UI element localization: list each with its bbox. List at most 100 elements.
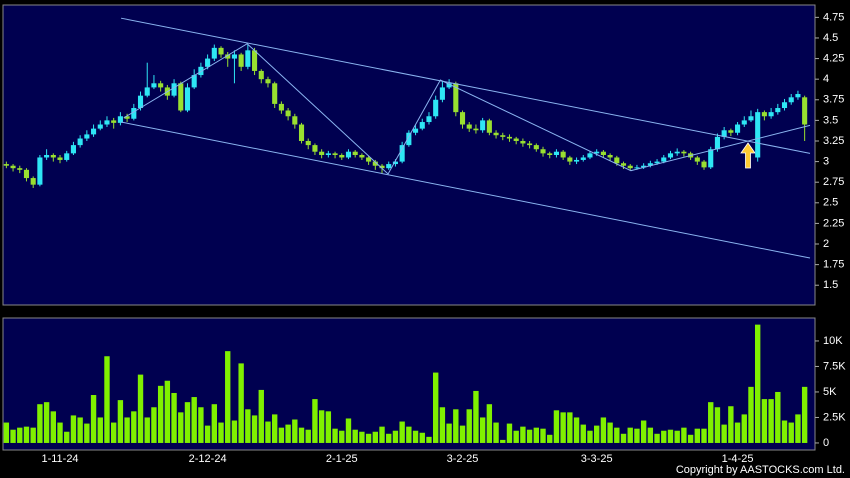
candle-body [781, 102, 788, 109]
candle-body [117, 116, 123, 123]
volume-bar [365, 433, 372, 443]
candle-body [64, 153, 70, 160]
volume-bar [178, 412, 184, 443]
candle-body [158, 83, 164, 88]
volume-bar [144, 417, 150, 443]
volume-bar [795, 414, 801, 443]
x-tick-label: 3-2-25 [447, 453, 479, 465]
candle-body [547, 153, 553, 155]
volume-bar [10, 429, 16, 443]
candle-body [298, 124, 305, 141]
trend-line [120, 17, 811, 154]
candle-body [205, 58, 211, 67]
candle-body [84, 134, 90, 139]
volume-bar [714, 407, 721, 443]
candle-body [567, 157, 573, 162]
candle-body [339, 155, 345, 158]
candle-body [614, 157, 620, 164]
y2-tick-label: 10K [823, 335, 843, 347]
y-tick-label: 4 [823, 73, 829, 85]
candle-body [245, 50, 251, 67]
candle-body [654, 161, 660, 164]
candle-body [305, 140, 311, 146]
volume-bar [687, 434, 694, 443]
volume-bar [768, 399, 774, 443]
candle-body [446, 83, 452, 88]
candle-body [372, 161, 378, 166]
candle-body [520, 140, 526, 144]
candle-body [594, 151, 600, 154]
candle-body [748, 116, 754, 121]
volume-bar [37, 404, 43, 443]
y-tick-label: 3.25 [823, 135, 844, 147]
volume-bar [251, 415, 258, 443]
y-tick-label: 4.75 [823, 11, 844, 23]
y2-tick-label: 0 [823, 437, 829, 449]
volume-bar [419, 432, 425, 443]
candle-body [345, 151, 352, 158]
candle-body [721, 130, 727, 137]
candle-body [124, 116, 130, 119]
volume-bar [600, 417, 607, 443]
volume-bar [104, 356, 110, 443]
volume-bar [761, 399, 768, 443]
candle-body [553, 151, 559, 155]
candle-body [97, 124, 103, 129]
candle-body [768, 112, 774, 117]
y2-tick-label: 7.5K [823, 360, 846, 372]
candle-body [178, 83, 184, 111]
candle-body [728, 130, 734, 133]
volume-bar [131, 411, 137, 443]
volume-bar [734, 422, 741, 443]
candle-body [23, 169, 30, 179]
volume-bar [164, 380, 171, 443]
candle-body [775, 108, 781, 113]
candle-body [755, 112, 761, 158]
candle-body [533, 145, 539, 150]
candle-body [50, 155, 56, 158]
volume-bar [781, 420, 788, 443]
candle-body [218, 47, 224, 55]
copyright: Copyright by AASTOCKS.com Ltd. [676, 464, 845, 476]
volume-bar [573, 417, 580, 443]
volume-bar [90, 395, 97, 443]
candle-body [137, 95, 144, 109]
volume-bar [278, 427, 285, 443]
candle-body [459, 112, 466, 125]
volume-bar [191, 397, 197, 443]
volume-bar [225, 351, 231, 443]
volume-bar [412, 430, 419, 443]
price-panel [2, 4, 816, 306]
y2-tick-label: 5K [823, 386, 837, 398]
candle-body [292, 116, 298, 125]
candle-body [111, 120, 117, 123]
volume-bar [84, 423, 90, 443]
volume-bar [386, 433, 392, 443]
candle-body [44, 155, 50, 158]
volume-bar [547, 434, 553, 443]
x-tick-label: 2-12-24 [189, 453, 227, 465]
candle-body [225, 54, 231, 59]
candle-body [480, 120, 486, 131]
volume-bar [526, 429, 533, 443]
volume-bar [594, 425, 600, 443]
candle-body [788, 97, 794, 103]
volume-bar [231, 420, 238, 443]
volume-bar [318, 410, 325, 443]
volume-bar [701, 428, 707, 443]
volume-bar [379, 426, 385, 443]
candle-body [312, 145, 318, 152]
volume-bar [661, 430, 667, 443]
volume-bar [325, 411, 332, 443]
volume-bar [204, 425, 211, 443]
candle-body [37, 157, 43, 185]
volume-bar [392, 430, 399, 443]
volume-bar [265, 421, 271, 443]
candle-body [285, 110, 291, 117]
candle-body [674, 151, 680, 154]
candle-body [3, 164, 9, 166]
volume-bar [399, 421, 405, 443]
candle-body [466, 124, 472, 129]
volume-bar [453, 409, 459, 443]
volume-bar [70, 415, 77, 443]
